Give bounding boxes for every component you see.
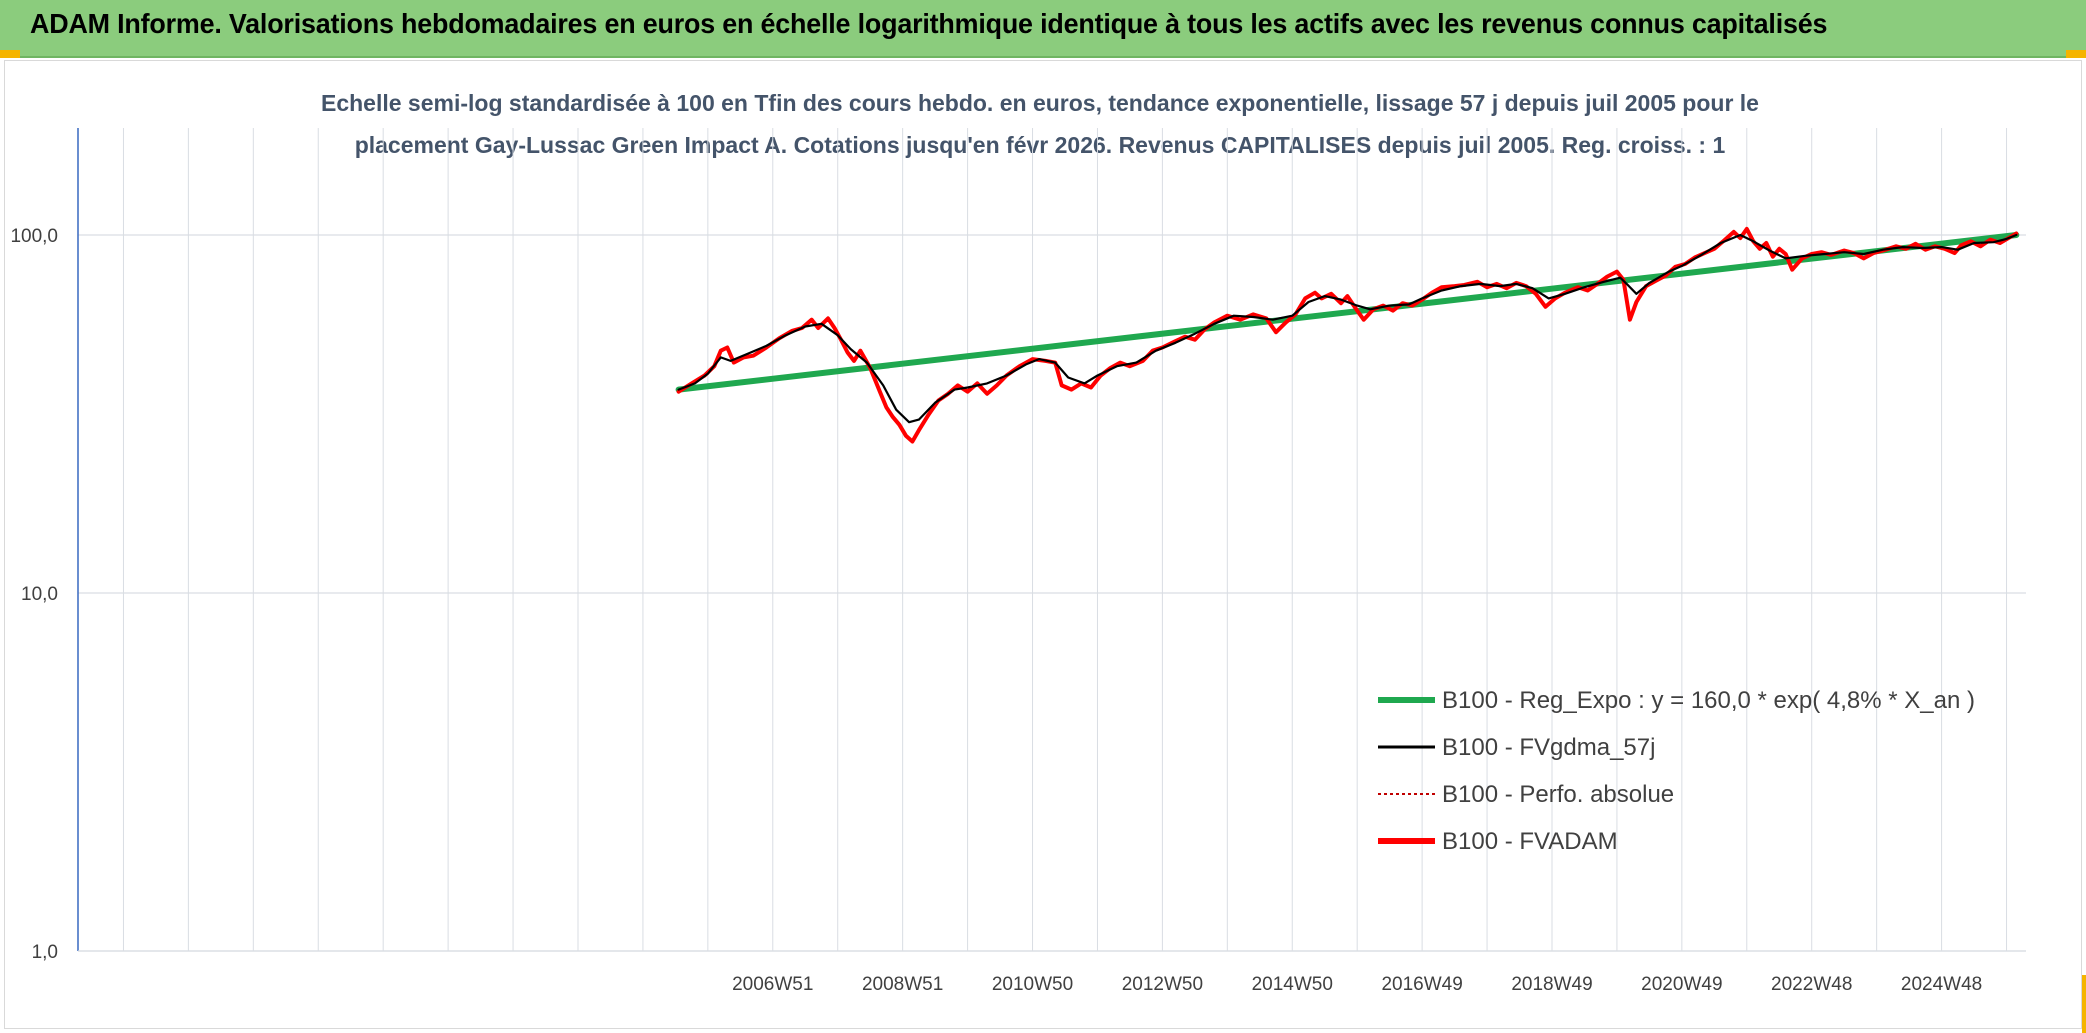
- corner-mark-right: [2066, 50, 2086, 58]
- grid-layer: [78, 128, 2026, 952]
- header-bar: ADAM Informe. Valorisations hebdomadaire…: [0, 0, 2086, 58]
- chart-title-line-1: Echelle semi-log standardisée à 100 en T…: [321, 90, 1759, 116]
- x-tick-label: 2012W50: [1122, 974, 1203, 995]
- x-tick-label: 2014W50: [1252, 974, 1333, 995]
- x-tick-label: 2018W49: [1511, 974, 1592, 995]
- corner-mark-left: [0, 50, 20, 58]
- legend-label-perf_abs: B100 - Perfo. absolue: [1442, 781, 1674, 808]
- legend-label-fvadam: B100 - FVADAM: [1442, 828, 1618, 855]
- series-layer: [675, 226, 2020, 444]
- legend-label-regression: B100 - Reg_Expo : y = 160,0 * exp( 4,8% …: [1442, 687, 1975, 714]
- axis-layer: 1,0 10,0 100,0 2006W51 2008W51 2010W50 2012W50…: [10, 128, 2026, 995]
- x-tick-label: 2008W51: [862, 974, 943, 995]
- chart-area: [4, 60, 2082, 1029]
- x-tick-label: 2006W51: [732, 974, 813, 995]
- x-tick-label: 2024W48: [1901, 974, 1982, 995]
- legend: B100 - Reg_Expo : y = 160,0 * exp( 4,8% …: [1378, 687, 1975, 855]
- y-tick-label: 10,0: [21, 584, 58, 605]
- x-tick-label: 2016W49: [1381, 974, 1462, 995]
- x-tick-label: 2020W49: [1641, 974, 1722, 995]
- y-tick-label: 100,0: [10, 226, 58, 247]
- page-title: ADAM Informe. Valorisations hebdomadaire…: [30, 8, 1828, 39]
- x-tick-label: 2010W50: [992, 974, 1073, 995]
- legend-label-smoothed: B100 - FVgdma_57j: [1442, 734, 1655, 761]
- y-tick-label: 1,0: [32, 942, 58, 963]
- side-strip-right: [2082, 975, 2086, 1033]
- series-line-regression: [675, 232, 2020, 393]
- chart-title-line-2: placement Gay-Lussac Green Impact A. Cot…: [355, 132, 1726, 158]
- x-tick-label: 2022W48: [1771, 974, 1852, 995]
